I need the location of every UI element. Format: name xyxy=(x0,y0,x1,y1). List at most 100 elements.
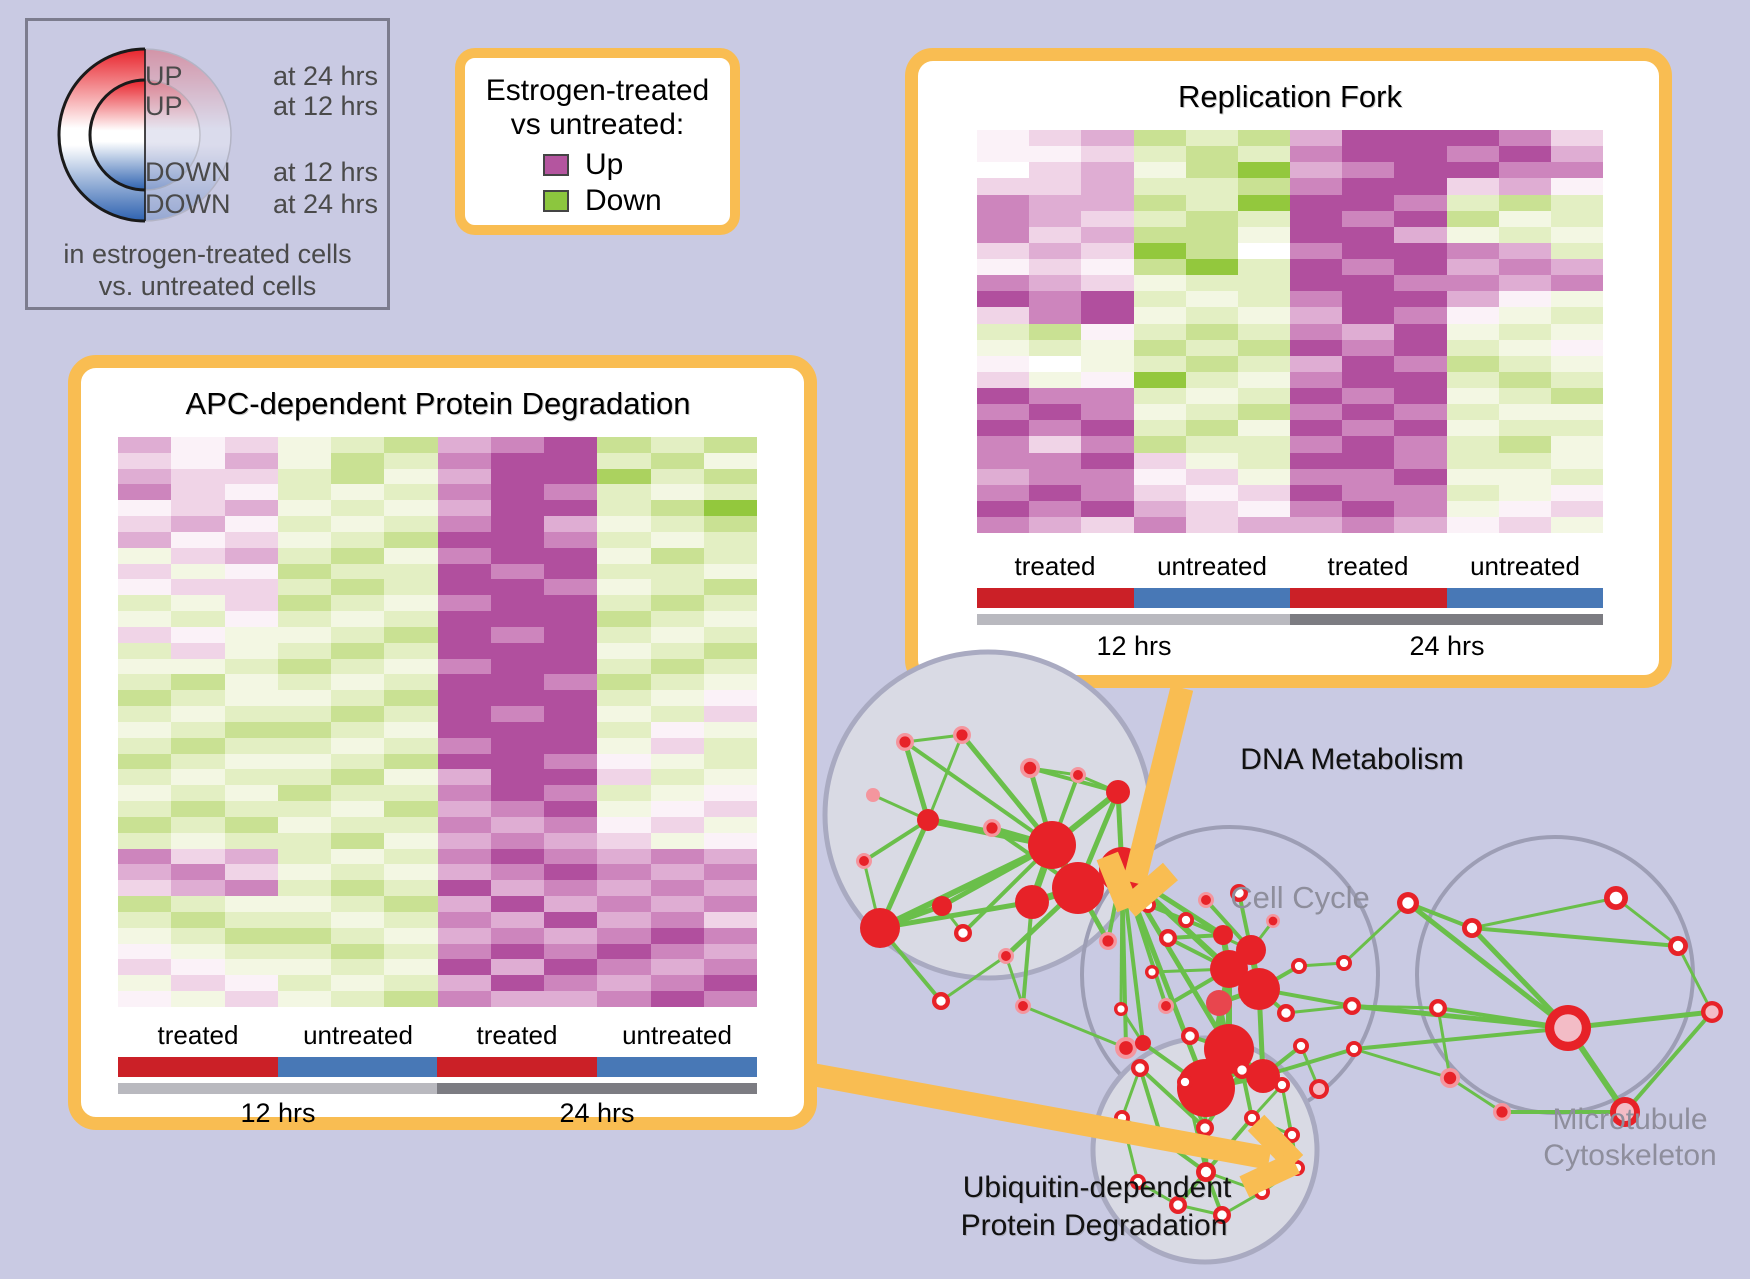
heatmap-cell xyxy=(1446,146,1499,163)
heatmap-row xyxy=(118,626,757,643)
heatmap-cell xyxy=(331,848,385,865)
heatmap-cell xyxy=(331,785,385,802)
heatmap-cell xyxy=(1290,355,1343,372)
heatmap-cell xyxy=(1081,517,1134,534)
ring-direction: DOWN xyxy=(145,157,231,187)
heatmap-cell xyxy=(1550,323,1604,340)
heatmap-cell xyxy=(437,579,491,596)
heatmap-row xyxy=(118,706,757,722)
heatmap-cell xyxy=(384,832,438,849)
heatmap-cell xyxy=(118,943,172,960)
rf-12hrs-label: 12 hrs xyxy=(1096,631,1172,661)
network-edge xyxy=(1120,869,1128,1049)
network-node xyxy=(1145,965,1159,979)
network-node-core xyxy=(1200,1123,1210,1133)
heatmap-row xyxy=(118,721,757,738)
heatmap-cell xyxy=(1394,194,1447,211)
heatmap-cell xyxy=(384,769,438,786)
ring-row-down-24: DOWN at 24 hrs xyxy=(38,189,378,220)
heatmap-cell xyxy=(331,896,385,912)
heatmap-cell xyxy=(650,911,704,928)
heatmap-cell xyxy=(118,753,172,770)
heatmap-row xyxy=(977,484,1604,501)
heatmap-cell xyxy=(703,911,757,928)
heatmap-cell xyxy=(1133,339,1186,356)
heatmap-cell xyxy=(1029,162,1082,179)
network-edge xyxy=(960,733,1054,847)
ring-row-down-12: DOWN at 12 hrs xyxy=(38,157,378,188)
heatmap-cell xyxy=(384,737,438,754)
heatmap-cell xyxy=(703,468,757,485)
network-node xyxy=(1015,885,1049,919)
heatmap-cell xyxy=(1342,500,1395,517)
network-edge xyxy=(1262,1074,1283,1087)
heatmap-cell xyxy=(224,990,278,1007)
heatmap-cell xyxy=(277,864,331,881)
heatmap-cell xyxy=(650,516,704,532)
heatmap-cell xyxy=(703,880,757,897)
network-node-core xyxy=(1119,1041,1133,1055)
heatmap-cell xyxy=(1029,339,1082,356)
heatmap-row xyxy=(977,355,1604,372)
heatmap-row xyxy=(118,579,757,596)
heatmap-cell xyxy=(490,531,544,548)
heatmap-cell xyxy=(544,864,598,881)
heatmap-cell xyxy=(703,721,757,738)
heatmap-cell xyxy=(171,737,225,754)
network-edge xyxy=(1280,1084,1299,1169)
network-edge xyxy=(1449,1076,1503,1114)
network-edge xyxy=(1203,968,1232,1089)
network-node xyxy=(1266,914,1280,928)
heatmap-cell xyxy=(490,674,544,691)
up-label: Up xyxy=(585,148,624,181)
heatmap-cell xyxy=(650,832,704,849)
heatmap-row xyxy=(977,371,1604,388)
network-edge xyxy=(927,816,1053,849)
heatmap-cell xyxy=(977,210,1030,227)
heatmap-cell xyxy=(490,816,544,833)
heatmap-cell xyxy=(650,547,704,564)
apc-group-label-treated-12: treated xyxy=(157,1020,239,1050)
heatmap-cell xyxy=(490,896,544,912)
heatmap-cell xyxy=(1498,275,1551,292)
heatmap-cell xyxy=(224,500,278,517)
heatmap-cell xyxy=(171,753,225,770)
network-node xyxy=(1115,1037,1137,1059)
heatmap-row xyxy=(118,500,757,517)
heatmap-cell xyxy=(384,753,438,770)
heatmap-cell xyxy=(171,911,225,928)
heatmap-cell xyxy=(1185,307,1238,324)
heatmap-cell xyxy=(1081,452,1134,469)
heatmap-cell xyxy=(1446,484,1499,501)
heatmap-cell xyxy=(977,146,1030,163)
heatmap-cell xyxy=(490,801,544,817)
heatmap-cell xyxy=(277,769,331,786)
heatmap-cell xyxy=(490,642,544,659)
heatmap-cell xyxy=(597,563,651,580)
heatmap-cell xyxy=(1342,452,1395,469)
network-node-core xyxy=(1296,1041,1306,1051)
heatmap-cell xyxy=(1185,178,1238,195)
arrow-rf-to-dna-shaft xyxy=(1123,685,1194,886)
ring-direction: DOWN xyxy=(145,189,231,219)
heatmap-cell xyxy=(118,816,172,833)
cluster-cell-cycle xyxy=(1080,825,1380,1125)
heatmap-cell xyxy=(1290,130,1343,147)
estrogen-legend-title-line2: vs untreated: xyxy=(510,108,685,141)
heatmap-cell xyxy=(171,452,225,469)
heatmap-cell xyxy=(331,943,385,960)
network-node xyxy=(1204,1024,1254,1074)
heatmap-cell xyxy=(1237,339,1291,356)
heatmap-cell xyxy=(977,436,1030,453)
heatmap-cell xyxy=(437,832,491,849)
network-edge xyxy=(862,818,930,863)
heatmap-cell xyxy=(118,484,172,501)
network-edge xyxy=(1119,1008,1145,1044)
heatmap-cell xyxy=(490,500,544,517)
heatmap-cell xyxy=(1237,242,1291,259)
heatmap-cell xyxy=(1446,371,1499,388)
heatmap-cell xyxy=(490,769,544,786)
heatmap-cell xyxy=(544,848,598,865)
heatmap-cell xyxy=(490,927,544,944)
heatmap-cell xyxy=(171,864,225,881)
